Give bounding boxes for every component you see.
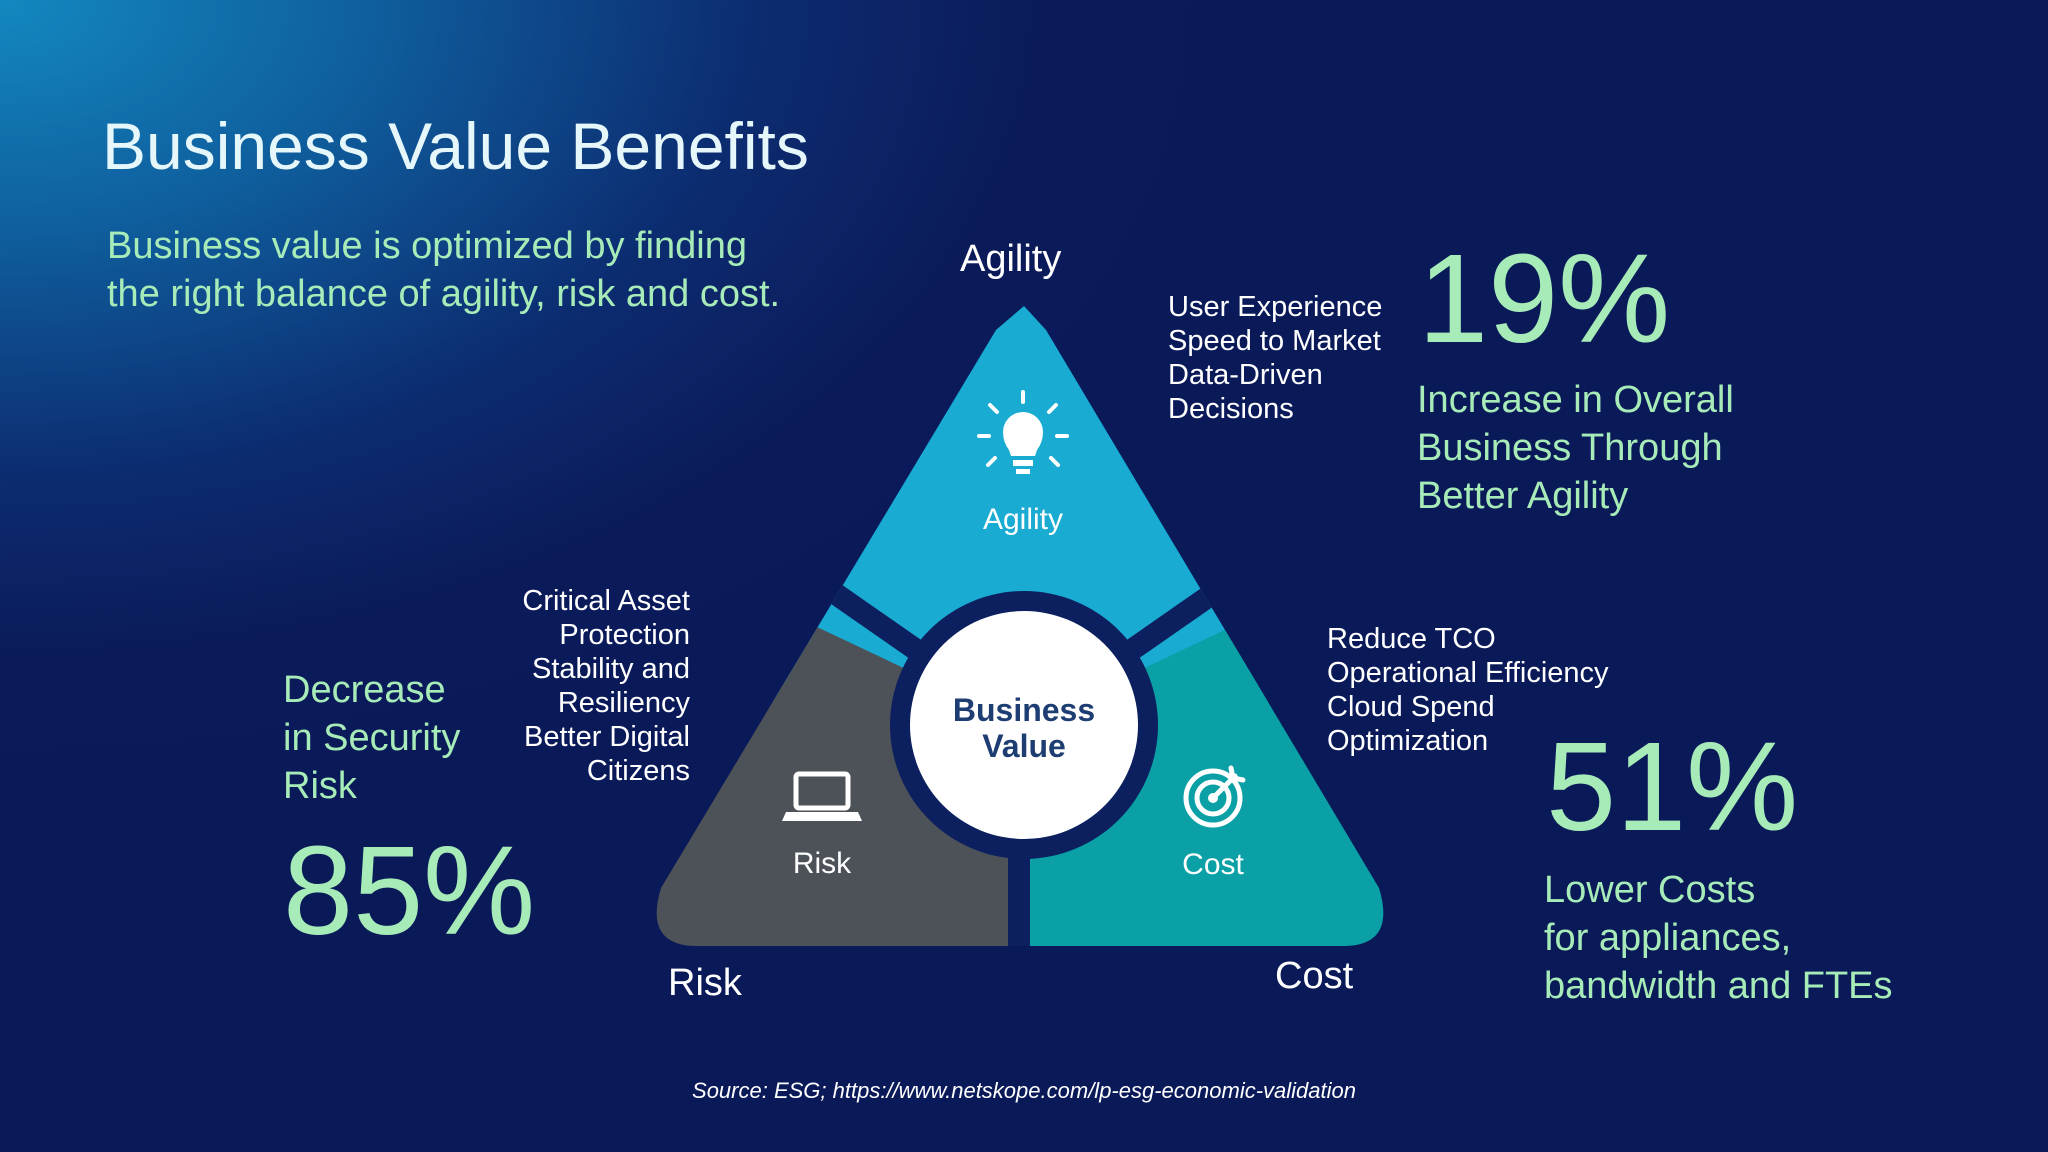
subtitle: Business value is optimized by finding t… — [107, 222, 867, 318]
agility-stat-value: 19% — [1418, 228, 1671, 369]
center-label-line-2: Value — [982, 728, 1066, 764]
corner-label-risk: Risk — [668, 962, 742, 1004]
description-line: Increase in Overall — [1417, 379, 1734, 421]
list-item: Critical Asset — [522, 585, 690, 617]
center-label-line-1: Business — [953, 692, 1095, 728]
description-line: Decrease — [283, 669, 446, 711]
source-citation: Source: ESG; https://www.netskope.com/lp… — [692, 1078, 1356, 1103]
list-item: Optimization — [1327, 725, 1489, 757]
cost-segment-label: Cost — [1182, 848, 1244, 881]
list-item: Stability and — [532, 653, 690, 685]
list-item: Citizens — [586, 755, 690, 787]
list-item: Resiliency — [557, 687, 690, 719]
risk-stat-value: 85% — [283, 820, 536, 961]
page-title: Business Value Benefits — [102, 109, 809, 183]
cost-stat-description: Lower Costs for appliances, bandwidth an… — [1544, 866, 1893, 1010]
description-line: Risk — [283, 765, 357, 807]
corner-label-cost: Cost — [1275, 955, 1354, 997]
risk-segment-label: Risk — [793, 847, 852, 880]
agility-segment — [760, 306, 1288, 725]
lightbulb-icon — [977, 390, 1069, 474]
description-line: for appliances, — [1544, 917, 1792, 959]
agility-stat-description: Increase in Overall Business Through Bet… — [1417, 376, 1734, 520]
description-line: Business Through — [1417, 427, 1723, 469]
list-item: Cloud Spend — [1327, 691, 1495, 723]
target-icon — [1183, 765, 1246, 828]
cost-stat-value: 51% — [1546, 716, 1799, 857]
list-item: Operational Efficiency — [1327, 657, 1609, 689]
list-item: Speed to Market — [1168, 325, 1381, 357]
list-item: Reduce TCO — [1327, 623, 1496, 655]
cost-benefits-list: Reduce TCO Operational Efficiency Cloud … — [1327, 622, 1609, 758]
risk-stat-description: Decrease in Security Risk — [283, 666, 460, 810]
subtitle-line: the right balance of agility, risk and c… — [107, 273, 781, 315]
risk-benefits-list: Critical Asset Protection Stability and … — [440, 584, 690, 788]
center-circle — [910, 611, 1138, 839]
list-item: User Experience — [1168, 291, 1383, 323]
description-line: Lower Costs — [1544, 869, 1756, 911]
list-item: Data-Driven — [1168, 359, 1323, 391]
agility-segment-label: Agility — [983, 503, 1063, 536]
laptop-icon — [782, 771, 862, 821]
corner-label-agility: Agility — [960, 238, 1062, 280]
list-item: Decisions — [1168, 393, 1294, 425]
agility-benefits-list: User Experience Speed to Market Data-Dri… — [1168, 290, 1382, 426]
list-item: Better Digital — [523, 721, 690, 753]
list-item: Protection — [559, 619, 690, 651]
subtitle-line: Business value is optimized by finding — [107, 225, 748, 267]
description-line: in Security — [283, 717, 461, 759]
description-line: bandwidth and FTEs — [1544, 965, 1893, 1007]
description-line: Better Agility — [1417, 475, 1629, 517]
